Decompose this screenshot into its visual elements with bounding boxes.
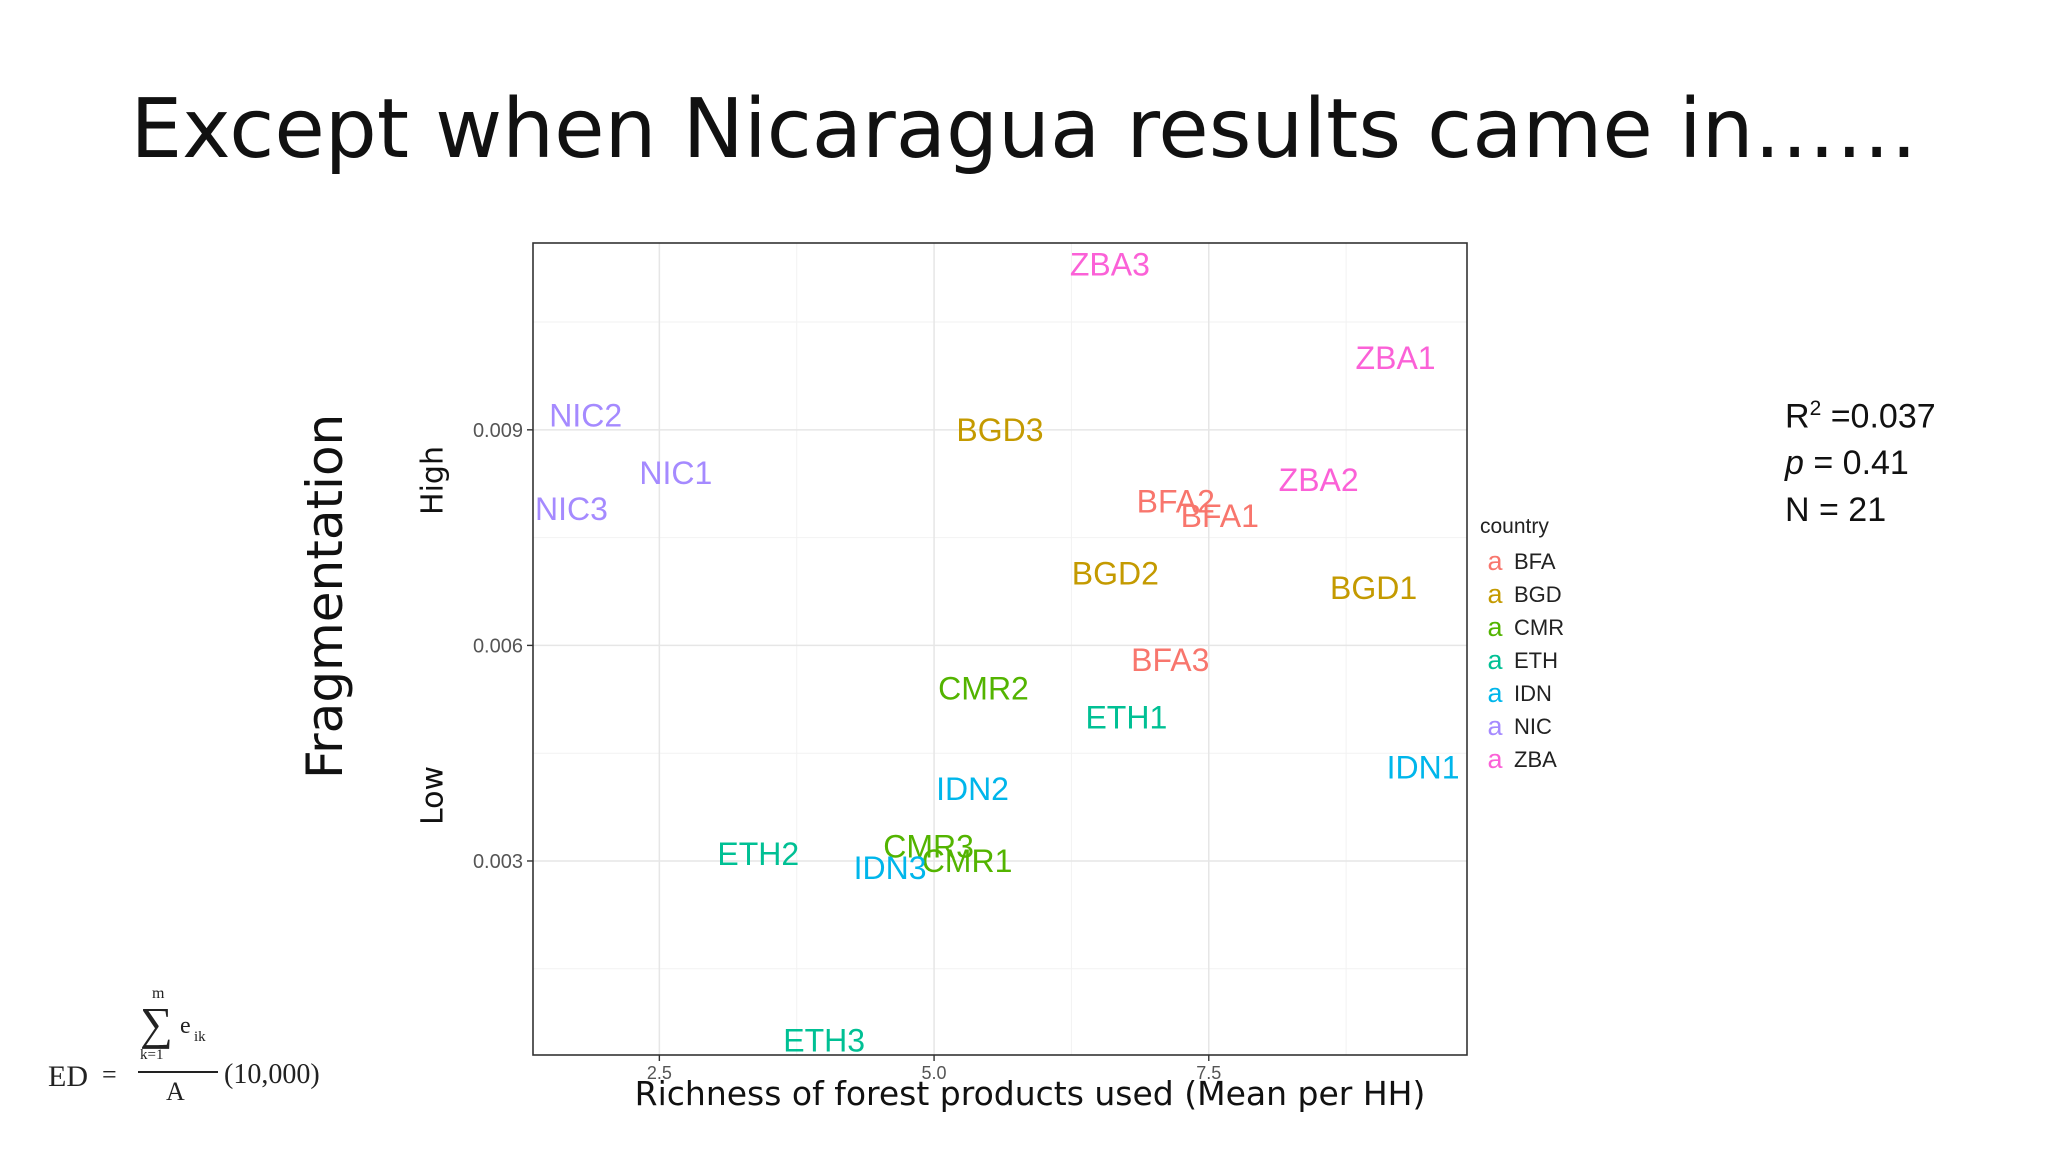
x-axis-label: Richness of forest products used (Mean p…	[634, 1074, 1426, 1113]
plot-border	[532, 242, 1468, 1056]
point-label-bfa2: BFA2	[1137, 484, 1215, 520]
legend: country a BFA a BGD a CMR a ETH a IDN a NIC a ZBA	[1480, 515, 1564, 776]
point-label-zba2: ZBA2	[1279, 462, 1359, 498]
legend-key: a	[1487, 678, 1503, 708]
point-label-idn1: IDN1	[1387, 750, 1460, 786]
legend-item-bfa: a BFA	[1480, 545, 1564, 578]
plot-panel	[533, 243, 1467, 1055]
legend-key: a	[1487, 711, 1503, 741]
formula-sum-symbol: ∑	[140, 998, 173, 1049]
point-label-zba1: ZBA1	[1356, 340, 1436, 376]
point-label-nic2: NIC2	[549, 397, 622, 433]
legend-item-cmr: a CMR	[1480, 611, 1564, 644]
legend-item-bgd: a BGD	[1480, 578, 1564, 611]
point-label-eth3: ETH3	[783, 1023, 865, 1059]
y-tick-label: 0.003	[473, 851, 523, 873]
formula-denominator: A	[166, 1077, 185, 1106]
legend-label: ETH	[1514, 647, 1558, 673]
point-label-nic3: NIC3	[535, 491, 608, 527]
point-label-bgd3: BGD3	[956, 412, 1043, 448]
point-label-cmr2: CMR2	[938, 671, 1029, 707]
x-tick-label: 2.5	[647, 1063, 672, 1083]
formula-sum-top: m	[152, 985, 165, 1002]
y-tick-label: 0.009	[473, 420, 523, 442]
legend-key: a	[1487, 579, 1503, 609]
point-label-bfa3: BFA3	[1131, 642, 1209, 678]
formula-sum-term: e	[180, 1013, 191, 1039]
point-label-zba3: ZBA3	[1070, 247, 1150, 283]
legend-key: a	[1487, 744, 1503, 774]
formula-fraction-bar	[138, 1071, 218, 1073]
point-label-idn2: IDN2	[936, 771, 1009, 807]
point-label-bfa1: BFA1	[1181, 498, 1259, 534]
point-label-bgd1: BGD1	[1330, 570, 1417, 606]
x-tick-label: 5.0	[922, 1063, 947, 1083]
point-label-eth1: ETH1	[1085, 699, 1167, 735]
legend-label: BFA	[1514, 548, 1556, 574]
legend-item-idn: a IDN	[1480, 677, 1564, 710]
legend-label: ZBA	[1514, 746, 1557, 772]
edge-density-formula: ED = m ∑ e ik k=1 A (10,000)	[40, 985, 350, 1115]
y-tick-label: 0.006	[473, 635, 523, 657]
formula-factor: (10,000)	[224, 1059, 320, 1090]
formula-equals: =	[102, 1060, 117, 1089]
formula-lhs: ED	[48, 1060, 88, 1093]
point-label-eth2: ETH2	[717, 836, 799, 872]
legend-item-nic: a NIC	[1480, 710, 1564, 743]
p-value-line: p = 0.41	[1785, 444, 1909, 483]
point-label-nic1: NIC1	[639, 455, 712, 491]
point-label-cmr3: CMR3	[883, 829, 974, 865]
legend-key: a	[1487, 612, 1503, 642]
legend-label: CMR	[1514, 614, 1565, 640]
legend-label: BGD	[1514, 581, 1562, 607]
legend-label: IDN	[1514, 680, 1552, 706]
legend-label: NIC	[1514, 713, 1552, 739]
formula-sum-sub: ik	[194, 1029, 206, 1045]
slide-title: Except when Nicaragua results came in……	[130, 82, 1918, 177]
point-label-idn3: IDN3	[854, 850, 927, 886]
n-line: N = 21	[1785, 491, 1887, 530]
point-label-bgd2: BGD2	[1072, 556, 1159, 592]
point-label-cmr1: CMR1	[922, 843, 1013, 879]
x-tick-label: 7.5	[1196, 1063, 1221, 1083]
legend-item-eth: a ETH	[1480, 644, 1564, 677]
legend-title: country	[1480, 515, 1549, 538]
stats-box: R2 =0.037 p = 0.41 N = 21	[1785, 385, 1936, 534]
legend-item-zba: a ZBA	[1480, 743, 1564, 776]
formula-sum-bottom: k=1	[140, 1047, 164, 1063]
legend-key: a	[1487, 546, 1503, 576]
r-squared-line: R2 =0.037	[1785, 397, 1936, 436]
legend-key: a	[1487, 645, 1503, 675]
